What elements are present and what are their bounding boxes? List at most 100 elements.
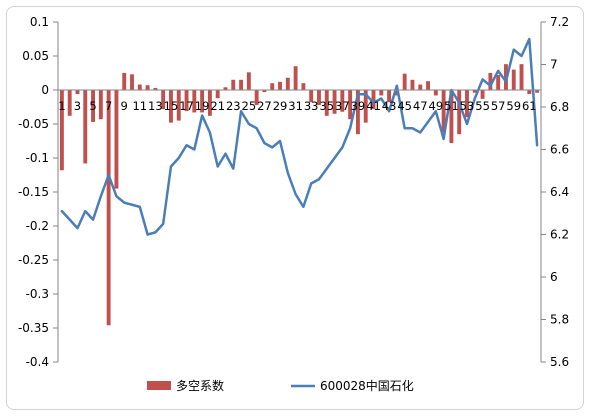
right-axis-tick-label: 6 (550, 270, 558, 284)
category-label: 59 (506, 99, 521, 113)
left-axis-tick-label: -0.35 (18, 321, 49, 335)
line-series (60, 37, 539, 236)
legend-label-line: 600028中国石化 (320, 378, 414, 393)
bar (332, 90, 337, 114)
bar (340, 90, 345, 112)
category-label: 21 (210, 99, 225, 113)
category-label: 15 (164, 99, 179, 113)
category-label: 5 (89, 99, 96, 113)
bar (200, 90, 205, 113)
category-label: 45 (397, 99, 412, 113)
right-axis-tick-label: 5.8 (550, 313, 569, 327)
category-label: 11 (132, 99, 147, 113)
category-label: 43 (382, 99, 397, 113)
bar (402, 73, 407, 90)
legend-label-bar: 多空系数 (176, 378, 224, 393)
bar (91, 90, 96, 122)
category-label: 51 (444, 99, 459, 113)
bar (145, 85, 150, 90)
bar (371, 90, 376, 110)
bar (433, 90, 438, 96)
bar (215, 90, 220, 99)
category-label: 37 (335, 99, 350, 113)
bar (348, 90, 353, 120)
right-axis-tick-label: 5.6 (550, 355, 569, 369)
bar (465, 90, 469, 118)
bar (379, 90, 384, 96)
left-axis-tick-label: 0.1 (30, 15, 49, 29)
category-label: 47 (413, 99, 428, 113)
left-axis-tick-label: -0.2 (26, 219, 49, 233)
bar (317, 90, 321, 105)
bar (270, 83, 275, 90)
bar (535, 90, 540, 93)
bar (98, 90, 103, 120)
category-labels: 1 3 5 7 9 11 13 15 17 19 21 23 25 27 29 31 33 35 37 39 41 43 4… (58, 99, 536, 113)
bar (169, 90, 173, 123)
bar (293, 66, 298, 90)
category-label: 35 (319, 99, 334, 113)
category-label: 1 (58, 99, 65, 113)
left-axis-tick-label: -0.3 (26, 287, 49, 301)
category-label: 7 (105, 99, 112, 113)
category-label: 53 (460, 99, 475, 113)
bar (262, 90, 267, 93)
category-label: 13 (148, 99, 163, 113)
category-label: 61 (522, 99, 537, 113)
category-label: 19 (195, 99, 210, 113)
bar (83, 90, 88, 164)
right-axis-tick-label: 6.6 (550, 143, 569, 157)
bar (363, 90, 368, 123)
bar (184, 90, 189, 112)
bar (114, 90, 119, 189)
bar (527, 90, 532, 95)
category-label: 23 (226, 99, 241, 113)
bar (355, 90, 360, 135)
bar (239, 79, 244, 90)
legend-swatch-bar (147, 381, 171, 390)
bar (519, 64, 524, 90)
bar (285, 77, 290, 90)
left-axis: 0.1 0.05 0 -0.05 -0.1 -0.15 -0.2 -0.25 -0.3 -0.35… (18, 15, 59, 369)
bar (496, 75, 501, 90)
bar (130, 74, 134, 90)
bar (246, 72, 251, 90)
bar (207, 90, 212, 116)
bar (449, 90, 454, 144)
bar (426, 81, 430, 90)
bar (480, 90, 485, 99)
category-label: 3 (74, 99, 81, 113)
bar (161, 90, 166, 110)
left-axis-tick-label: -0.25 (18, 253, 49, 267)
bar (106, 90, 111, 326)
bar (231, 79, 236, 90)
bar (122, 73, 127, 90)
bar (59, 90, 64, 171)
left-axis-tick-label: -0.15 (18, 185, 49, 199)
bar (511, 69, 516, 90)
bar (324, 90, 329, 116)
category-label: 29 (273, 99, 288, 113)
bar (410, 79, 415, 90)
bar (488, 73, 493, 90)
bar (394, 90, 399, 96)
category-label: 55 (475, 99, 490, 113)
bar (278, 81, 282, 90)
bar (418, 84, 423, 90)
category-label: 49 (429, 99, 444, 113)
right-axis-tick-label: 6.8 (550, 100, 569, 114)
category-label: 27 (257, 99, 272, 113)
bar (137, 84, 142, 90)
category-label: 39 (351, 99, 366, 113)
category-label: 31 (288, 99, 303, 113)
right-axis-tick-label: 7 (550, 58, 558, 72)
right-axis-tick-label: 6.4 (550, 185, 569, 199)
category-label: 57 (491, 99, 506, 113)
left-axis-tick-label: 0.05 (22, 49, 49, 63)
legend: 多空系数 600028中国石化 (147, 378, 414, 393)
bar (153, 87, 158, 90)
right-axis: 7.2 7 6.8 6.6 6.4 6.2 6 5.8 5.6 (540, 15, 569, 369)
bar (472, 90, 477, 93)
category-label: 33 (304, 99, 319, 113)
bar (176, 90, 181, 121)
